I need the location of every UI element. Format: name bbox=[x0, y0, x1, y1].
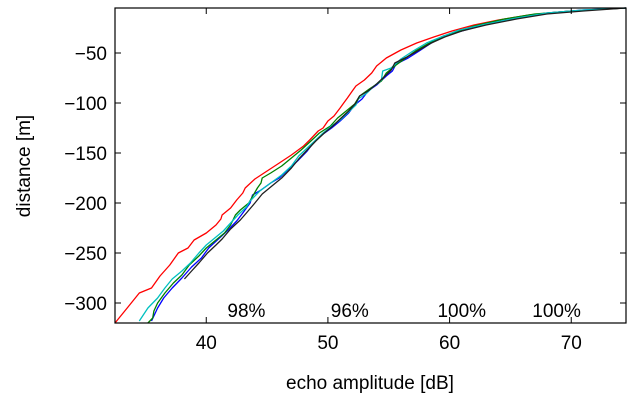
x-axis-label: echo amplitude [dB] bbox=[286, 373, 454, 394]
y-tick-label-minus250: −250 bbox=[64, 244, 107, 265]
series-line-3 bbox=[147, 7, 627, 324]
label-layer: 40 50 60 70 −50 −100 −150 −200 −250 −300… bbox=[14, 44, 582, 394]
annotation-100-percent-a: 100% bbox=[437, 301, 486, 322]
series-layer bbox=[114, 7, 627, 324]
y-tick-label-minus200: −200 bbox=[64, 194, 107, 215]
y-tick-label-minus50: −50 bbox=[75, 44, 107, 65]
annotation-100-percent-b: 100% bbox=[532, 301, 581, 322]
series-line-1 bbox=[114, 7, 627, 324]
x-tick-label-70: 70 bbox=[561, 333, 582, 354]
y-tick-label-minus300: −300 bbox=[64, 294, 107, 315]
x-tick-label-60: 60 bbox=[439, 333, 460, 354]
x-tick-label-50: 50 bbox=[317, 333, 338, 354]
annotation-96-percent: 96% bbox=[331, 301, 369, 322]
annotation-98-percent: 98% bbox=[227, 301, 265, 322]
tick-layer bbox=[115, 8, 626, 323]
series-line-5 bbox=[183, 7, 627, 280]
y-tick-label-minus100: −100 bbox=[64, 94, 107, 115]
y-tick-label-minus150: −150 bbox=[64, 144, 107, 165]
series-line-4 bbox=[138, 7, 627, 322]
x-tick-label-40: 40 bbox=[196, 333, 217, 354]
plot-frame bbox=[114, 7, 627, 324]
series-line-2 bbox=[150, 7, 627, 322]
y-axis-label: distance [m] bbox=[14, 115, 35, 217]
